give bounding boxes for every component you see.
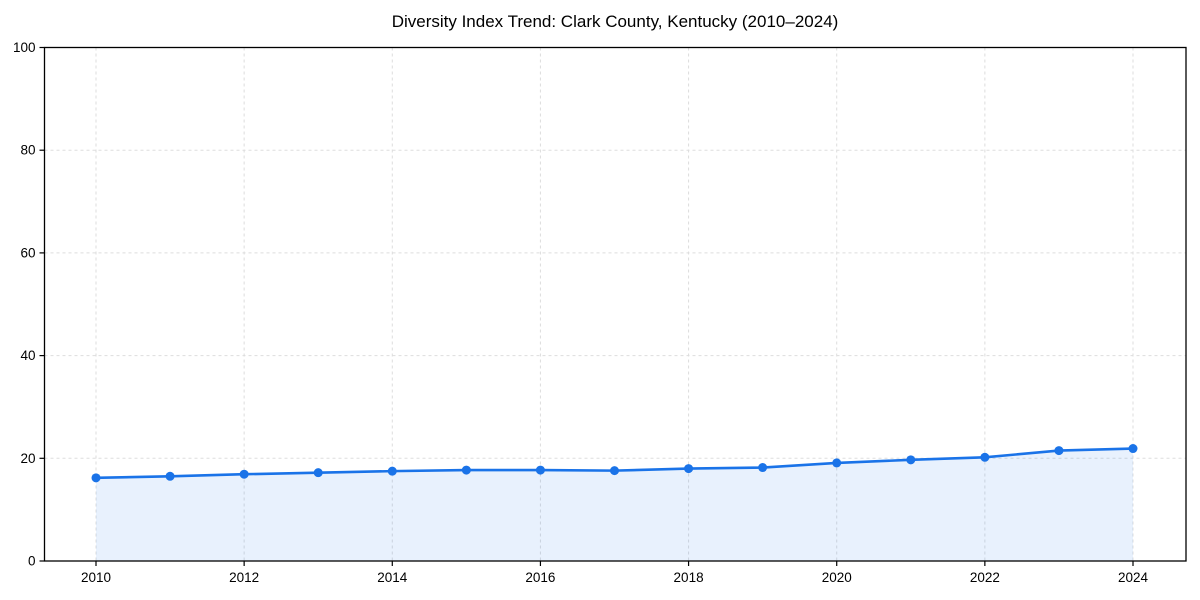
data-point-2020	[832, 458, 842, 468]
data-point-2021	[906, 455, 916, 465]
x-tick-label: 2020	[822, 570, 852, 585]
x-tick-label: 2022	[970, 570, 1000, 585]
data-point-2019	[758, 463, 768, 473]
data-point-2023	[1054, 446, 1064, 456]
area-fill	[96, 448, 1133, 561]
data-point-2011	[165, 471, 175, 481]
data-point-2016	[535, 465, 545, 475]
x-tick-label: 2018	[674, 570, 704, 585]
data-point-2015	[461, 465, 471, 475]
data-point-2012	[239, 469, 249, 479]
data-point-2013	[313, 468, 323, 478]
y-tick-label: 20	[20, 451, 35, 466]
y-tick-label: 80	[20, 143, 35, 158]
x-tick-label: 2014	[377, 570, 408, 585]
plot-border	[43, 46, 1187, 562]
data-point-2018	[684, 464, 694, 474]
y-tick-label: 40	[20, 348, 35, 363]
y-tick-label: 100	[13, 40, 36, 55]
y-tick-label: 60	[20, 245, 35, 260]
data-point-2014	[387, 466, 397, 476]
chart-title: Diversity Index Trend: Clark County, Ken…	[391, 12, 839, 31]
data-point-2010	[91, 473, 101, 483]
data-point-2022	[980, 452, 990, 462]
y-tick-label: 0	[28, 554, 36, 569]
x-tick-label: 2010	[81, 570, 111, 585]
x-tick-label: 2016	[525, 570, 555, 585]
x-tick-label: 2012	[229, 570, 259, 585]
data-point-2024	[1128, 444, 1138, 454]
x-tick-label: 2024	[1118, 570, 1149, 585]
data-point-2017	[610, 466, 619, 476]
